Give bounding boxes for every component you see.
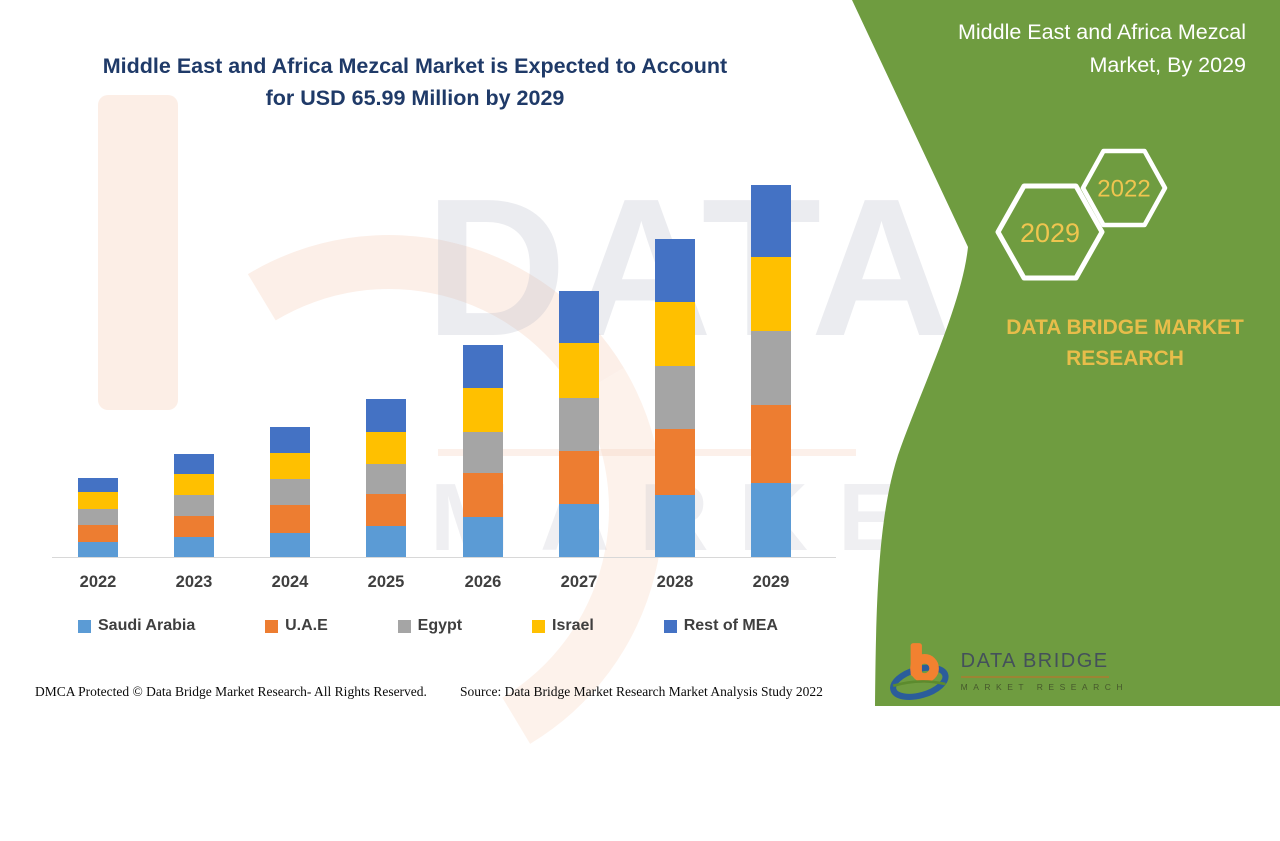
- bar-segment-2023-egypt: [174, 494, 214, 517]
- bar-segment-2028-saudi-arabia: [655, 494, 695, 558]
- bar-segment-2028-egypt: [655, 365, 695, 430]
- bar-segment-2026-rest-of-mea: [463, 345, 503, 389]
- stacked-bar-2028: [655, 239, 695, 558]
- legend-item-israel: Israel: [532, 617, 594, 635]
- bar-segment-2024-egypt: [270, 479, 310, 506]
- legend-swatch: [397, 619, 411, 633]
- plot-area: [0, 0, 860, 558]
- x-axis-label-2027: 2027: [560, 573, 598, 591]
- bar-segment-2024-rest-of-mea: [270, 426, 310, 453]
- x-axis-label-2023: 2023: [175, 573, 213, 591]
- stacked-bar-2024: [270, 426, 310, 558]
- x-axis-label-2024: 2024: [271, 573, 309, 591]
- bar-segment-2022-rest-of-mea: [78, 477, 118, 493]
- company-logo: DATA BRIDGE MARKET RESEARCH: [888, 632, 1128, 710]
- bar-segment-2028-rest-of-mea: [655, 239, 695, 302]
- brand-text: DATA BRIDGE MARKET RESEARCH: [985, 312, 1265, 374]
- x-axis-label-2026: 2026: [464, 573, 502, 591]
- bar-segment-2027-israel: [559, 343, 599, 398]
- legend-item-u-a-e: U.A.E: [265, 617, 328, 635]
- x-axis-line: [52, 557, 836, 558]
- bar-segment-2029-rest-of-mea: [751, 185, 791, 258]
- bar-segment-2025-rest-of-mea: [366, 398, 406, 433]
- bar-segment-2028-israel: [655, 301, 695, 366]
- legend-item-egypt: Egypt: [397, 617, 463, 635]
- company-logo-text: DATA BRIDGE MARKET RESEARCH: [960, 650, 1128, 692]
- chart-title-line2: for USD 65.99 Million by 2029: [265, 86, 565, 110]
- bar-segment-2025-egypt: [366, 464, 406, 494]
- stacked-bar-2026: [463, 345, 503, 558]
- footer-dmca-text: DMCA Protected © Data Bridge Market Rese…: [35, 684, 427, 699]
- bar-segment-2029-israel: [751, 257, 791, 331]
- chart-title-line1: Middle East and Africa Mezcal Market is …: [102, 54, 728, 78]
- stacked-bar-2027: [559, 291, 599, 558]
- stacked-bar-2022: [78, 477, 118, 558]
- bar-segment-2027-u-a-e: [559, 451, 599, 504]
- x-axis-label-2028: 2028: [656, 573, 694, 591]
- footer-source-text: Source: Data Bridge Market Research Mark…: [460, 684, 823, 699]
- legend: Saudi Arabia U.A.E Egypt Israel Rest of MEA: [78, 617, 778, 635]
- bar-segment-2029-u-a-e: [751, 404, 791, 484]
- brand-text-line1: DATA BRIDGE MARKET: [1006, 316, 1244, 339]
- bar-segment-2024-u-a-e: [270, 505, 310, 534]
- green-panel-shape: [852, 0, 1280, 706]
- legend-label: U.A.E: [285, 617, 328, 634]
- company-logo-icon: [890, 643, 949, 700]
- bar-segment-2023-u-a-e: [174, 516, 214, 538]
- legend-item-saudi-arabia: Saudi Arabia: [78, 617, 195, 635]
- bar-segment-2027-saudi-arabia: [559, 503, 599, 558]
- bar-segment-2028-u-a-e: [655, 429, 695, 495]
- bar-segment-2025-israel: [366, 432, 406, 465]
- x-axis-label-2029: 2029: [752, 573, 790, 591]
- bar-segment-2026-saudi-arabia: [463, 516, 503, 558]
- brand-text-line2: RESEARCH: [1066, 347, 1184, 370]
- legend-label: Egypt: [417, 617, 463, 634]
- company-logo-name: DATA BRIDGE: [960, 650, 1109, 678]
- panel-title-line1: Middle East and Africa Mezcal: [958, 20, 1246, 44]
- hexagon-2029-label: 2029: [1020, 218, 1080, 248]
- legend-swatch: [532, 619, 546, 633]
- x-axis-label-2025: 2025: [367, 573, 405, 591]
- stacked-bar-2025: [366, 398, 406, 558]
- hexagon-2022-label: 2022: [1097, 176, 1150, 203]
- legend-label: Rest of MEA: [683, 617, 778, 634]
- bar-segment-2023-saudi-arabia: [174, 537, 214, 558]
- bar-segment-2022-saudi-arabia: [78, 541, 118, 558]
- legend-swatch: [265, 619, 279, 633]
- legend-swatch: [663, 619, 677, 633]
- bar-segment-2023-rest-of-mea: [174, 453, 214, 474]
- stacked-bar-2023: [174, 453, 214, 558]
- bar-segment-2029-egypt: [751, 330, 791, 405]
- panel-title: Middle East and Africa Mezcal Market, By…: [886, 16, 1246, 82]
- green-side-panel: 2022 2029: [852, 0, 1280, 706]
- x-axis-label-2022: 2022: [79, 573, 117, 591]
- bar-segment-2025-u-a-e: [366, 493, 406, 527]
- legend-item-rest-of-mea: Rest of MEA: [663, 617, 778, 635]
- bar-segment-2027-egypt: [559, 397, 599, 452]
- bar-segment-2026-egypt: [463, 432, 503, 474]
- legend-label: Israel: [552, 617, 594, 634]
- bar-segment-2023-israel: [174, 473, 214, 495]
- bar-segment-2024-israel: [270, 452, 310, 480]
- bar-segment-2022-u-a-e: [78, 524, 118, 542]
- legend-label: Saudi Arabia: [98, 617, 196, 634]
- company-logo-subtitle: MARKET RESEARCH: [960, 682, 1128, 692]
- bar-segment-2022-egypt: [78, 509, 118, 525]
- hexagon-2029: [995, 183, 1105, 281]
- bar-segment-2022-israel: [78, 492, 118, 510]
- stacked-bar-2029: [751, 185, 791, 558]
- bar-segment-2026-israel: [463, 388, 503, 433]
- bar-segment-2029-saudi-arabia: [751, 483, 791, 558]
- bar-segment-2024-saudi-arabia: [270, 533, 310, 558]
- bar-segment-2027-rest-of-mea: [559, 291, 599, 344]
- chart-title: Middle East and Africa Mezcal Market is …: [70, 50, 760, 114]
- legend-swatch: [78, 619, 91, 633]
- panel-title-line2: Market, By 2029: [1089, 53, 1246, 77]
- bar-segment-2026-u-a-e: [463, 473, 503, 517]
- bar-segment-2025-saudi-arabia: [366, 526, 406, 558]
- hexagon-2022: [1080, 148, 1168, 228]
